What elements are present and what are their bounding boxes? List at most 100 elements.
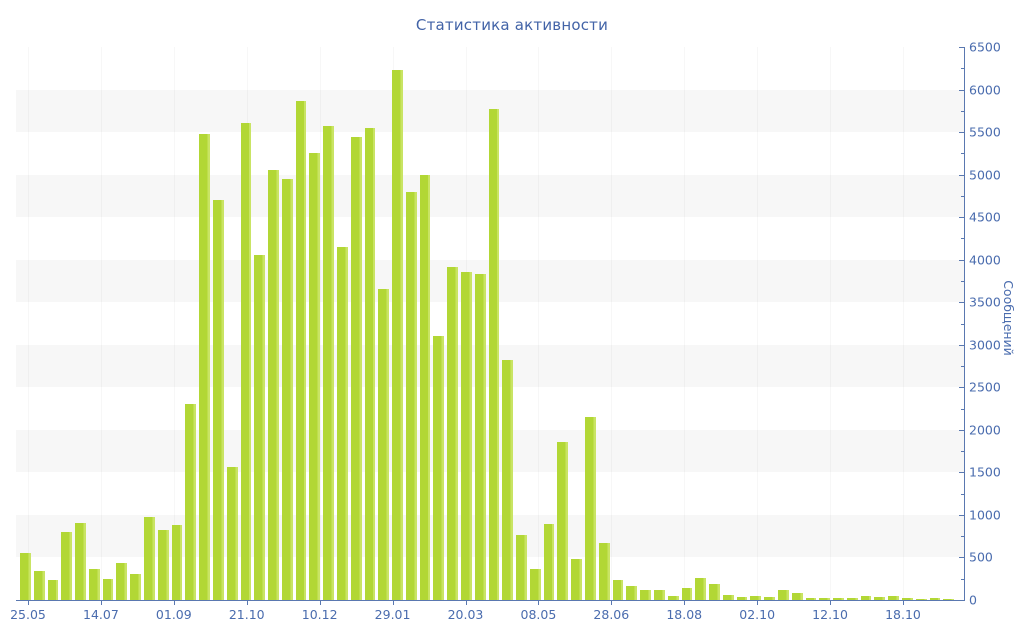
bar[interactable]: [364, 127, 376, 600]
bar[interactable]: [571, 559, 583, 600]
y-axis-title: Сообщений: [1001, 280, 1016, 356]
bar[interactable]: [392, 69, 403, 600]
bar[interactable]: [502, 360, 514, 600]
bar[interactable]: [144, 516, 155, 600]
bar[interactable]: [433, 336, 445, 600]
bar[interactable]: [585, 417, 596, 600]
bar[interactable]: [681, 587, 693, 600]
y-minor-tick: [961, 493, 964, 495]
y-minor-tick: [961, 536, 964, 538]
y-major-tick: [959, 514, 964, 516]
bar[interactable]: [598, 543, 610, 600]
y-minor-tick: [961, 280, 964, 282]
x-tick-label: 02.10: [739, 607, 776, 622]
bar[interactable]: [833, 598, 844, 600]
bar[interactable]: [543, 524, 555, 600]
bar[interactable]: [709, 584, 720, 600]
bar[interactable]: [295, 101, 307, 600]
bar[interactable]: [75, 523, 86, 600]
bar[interactable]: [888, 596, 899, 600]
bar[interactable]: [185, 404, 197, 600]
bar[interactable]: [254, 254, 266, 600]
bar[interactable]: [171, 524, 183, 600]
bar[interactable]: [764, 597, 775, 600]
bar[interactable]: [750, 596, 762, 600]
y-major-tick: [959, 302, 964, 304]
bar[interactable]: [350, 137, 362, 600]
bar[interactable]: [516, 535, 527, 600]
y-minor-tick: [961, 366, 964, 368]
bar[interactable]: [88, 569, 100, 600]
x-tick: [611, 600, 613, 605]
bar-series: [20, 47, 955, 600]
bar[interactable]: [640, 589, 651, 600]
bar[interactable]: [557, 441, 569, 600]
y-tick-label: 6000: [969, 82, 1001, 98]
bar[interactable]: [695, 578, 707, 600]
bar[interactable]: [943, 598, 955, 600]
bar[interactable]: [791, 593, 803, 600]
y-tick-label: 500: [969, 549, 993, 565]
y-major-tick: [959, 344, 964, 346]
bar[interactable]: [47, 579, 59, 600]
bar[interactable]: [116, 563, 128, 600]
bar[interactable]: [199, 133, 210, 600]
bar[interactable]: [846, 597, 858, 600]
bar[interactable]: [157, 530, 169, 600]
bar[interactable]: [240, 122, 252, 600]
bar[interactable]: [405, 191, 417, 600]
bar[interactable]: [612, 579, 624, 600]
bar[interactable]: [268, 170, 279, 600]
bar[interactable]: [902, 598, 913, 600]
x-tick-label: 21.10: [228, 607, 265, 622]
bar[interactable]: [653, 589, 665, 600]
bar[interactable]: [226, 467, 238, 600]
bar[interactable]: [61, 531, 73, 600]
x-tick-label: 08.05: [520, 607, 557, 622]
y-tick-label: 1500: [969, 464, 1001, 480]
bar[interactable]: [736, 597, 748, 600]
bar[interactable]: [488, 109, 500, 600]
bar[interactable]: [929, 598, 941, 600]
x-tick-label: 12.10: [812, 607, 848, 622]
x-tick-label: 18.10: [885, 607, 921, 622]
bar[interactable]: [281, 178, 293, 600]
y-tick-label: 3500: [969, 294, 1001, 310]
bar[interactable]: [860, 596, 872, 600]
bar[interactable]: [819, 597, 831, 600]
bar[interactable]: [461, 272, 472, 600]
bar[interactable]: [722, 595, 734, 600]
y-tick-label: 4500: [969, 209, 1001, 225]
bar[interactable]: [447, 266, 458, 600]
bar[interactable]: [805, 598, 817, 600]
bar[interactable]: [20, 553, 31, 600]
bar[interactable]: [378, 289, 390, 600]
bar[interactable]: [915, 598, 927, 600]
y-major-tick: [959, 472, 964, 474]
bar[interactable]: [212, 200, 224, 600]
bar[interactable]: [667, 595, 679, 600]
y-tick-label: 2500: [969, 379, 1001, 395]
bar[interactable]: [626, 586, 638, 600]
y-axis-line: [964, 47, 965, 601]
bar[interactable]: [33, 571, 45, 600]
bar[interactable]: [102, 579, 114, 600]
bar[interactable]: [309, 153, 321, 600]
bar[interactable]: [419, 175, 431, 600]
y-tick-label: 3000: [969, 337, 1001, 353]
bar[interactable]: [130, 574, 142, 600]
y-major-tick: [959, 387, 964, 389]
y-tick-label: 4000: [969, 252, 1001, 268]
bar[interactable]: [529, 569, 541, 600]
bar[interactable]: [874, 597, 886, 600]
x-tick: [757, 600, 759, 605]
x-tick-label: 29.01: [374, 607, 411, 622]
bar[interactable]: [336, 246, 348, 600]
x-tick-label: 20.03: [447, 607, 484, 622]
bar[interactable]: [323, 126, 334, 600]
bar[interactable]: [777, 589, 789, 600]
bar[interactable]: [474, 274, 486, 600]
y-major-tick: [959, 132, 964, 134]
x-tick: [830, 600, 832, 605]
